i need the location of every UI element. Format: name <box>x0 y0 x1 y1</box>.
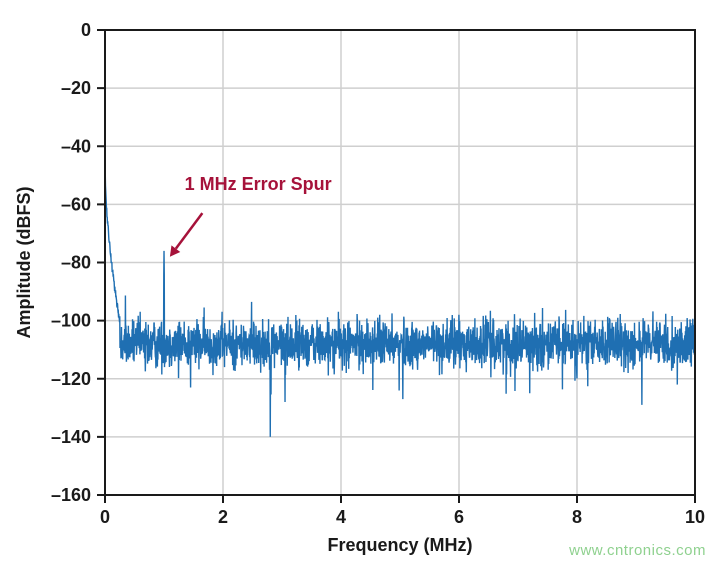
y-tick-label: –120 <box>51 369 91 389</box>
chart-bg <box>0 0 724 569</box>
x-tick-label: 2 <box>218 507 228 527</box>
y-tick-label: –40 <box>61 136 91 156</box>
chart-container: 0 2 4 6 8 10 0 –20 –40 –60 –80 –100 –120 –140 –160 Freq… <box>0 0 724 569</box>
y-tick-label: –60 <box>61 194 91 214</box>
y-tick-label: –100 <box>51 311 91 331</box>
x-tick-label: 10 <box>685 507 705 527</box>
y-tick-label: –20 <box>61 78 91 98</box>
y-tick-label: –140 <box>51 427 91 447</box>
x-tick-label: 8 <box>572 507 582 527</box>
watermark-text: www.cntronics.com <box>569 542 706 559</box>
y-tick-label: –160 <box>51 485 91 505</box>
annotation-label: 1 MHz Error Spur <box>185 174 332 194</box>
y-axis-label: Amplitude (dBFS) <box>14 187 34 339</box>
spectrum-chart: 0 2 4 6 8 10 0 –20 –40 –60 –80 –100 –120 –140 –160 Freq… <box>0 0 724 569</box>
y-tick-label: 0 <box>81 20 91 40</box>
x-tick-label: 0 <box>100 507 110 527</box>
x-tick-label: 4 <box>336 507 346 527</box>
x-tick-label: 6 <box>454 507 464 527</box>
x-axis-label: Frequency (MHz) <box>327 535 472 555</box>
y-tick-label: –80 <box>61 253 91 273</box>
